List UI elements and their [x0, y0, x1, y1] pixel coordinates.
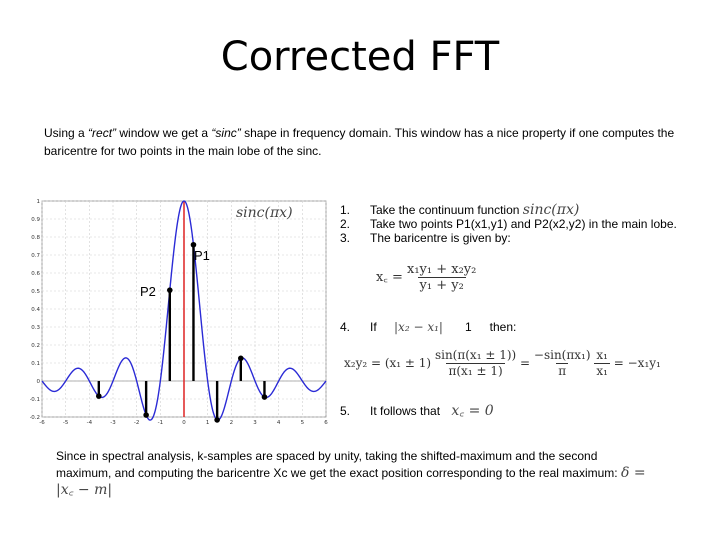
y-tick-label: -0.1 [30, 397, 40, 403]
x-tick-label: 0 [182, 420, 186, 425]
step-1: 1. Take the continuum function sinc(πx) [340, 202, 580, 218]
x-tick-label: -5 [63, 420, 69, 425]
step-5: 5. It follows that x꜀ = 0 [340, 403, 494, 419]
intro-paragraph: Using a “rect” window we get a “sinc” sh… [44, 126, 675, 158]
x-tick-label: 6 [324, 420, 328, 425]
x-tick-label: 5 [301, 420, 305, 425]
p2-label: P2 [140, 284, 156, 299]
centroid-formula: x꜀ = x₁y₁ + x₂y₂ y₁ + y₂ [376, 262, 477, 293]
plot-legend: sinc(πx) [236, 205, 293, 221]
x-tick-label: -2 [134, 420, 139, 425]
x-tick-label: 2 [230, 420, 234, 425]
sample-point [238, 355, 244, 362]
y-tick-label: 1 [37, 199, 41, 205]
y-tick-label: 0.2 [31, 343, 40, 349]
sample-point [190, 241, 197, 248]
step-2: 2. Take two points P1(x1,y1) and P2(x2,y2… [340, 217, 677, 231]
x-tick-label: 4 [277, 420, 281, 425]
x-tick-label: 1 [206, 420, 210, 425]
y-tick-label: 0.8 [31, 235, 40, 241]
sample-point [96, 393, 102, 399]
sample-point [214, 417, 220, 423]
x-tick-label: -1 [158, 420, 163, 425]
x-tick-label: 3 [253, 420, 257, 425]
step-4: 4. If |x₂ − x₁| 1 then: [340, 320, 517, 334]
y-tick-label: 0.6 [31, 271, 40, 277]
sample-point [143, 412, 149, 418]
equation-step4: x₂y₂ = (x₁ ± 1) sin(π(x₁ ± 1)) π(x₁ ± 1) … [344, 348, 661, 378]
y-tick-label: 0.9 [31, 217, 40, 223]
steps-list: 1. Take the continuum function sinc(πx) 2… [340, 203, 677, 245]
x-tick-label: -6 [39, 420, 45, 425]
p1-label: P1 [194, 248, 210, 263]
x-tick-label: -3 [110, 420, 116, 425]
sample-point [167, 287, 173, 293]
y-tick-label: 0.4 [31, 307, 40, 313]
y-tick-label: 0.1 [31, 361, 40, 367]
step-3: 3. The baricentre is given by: [340, 231, 511, 245]
sinc-plot: 1 0.9 0.8 0.7 0.6 0.5 0.4 0.3 0.2 0.1 0 -0.1 -0.2-6 -… [30, 199, 328, 425]
x-tick-label: -4 [87, 420, 93, 425]
y-tick-label: 0 [37, 379, 41, 385]
conclusion-paragraph: Since in spectral analysis, k-samples ar… [56, 449, 646, 498]
y-tick-label: 0.3 [31, 325, 40, 331]
slide-title: Corrected FFT [220, 34, 500, 80]
y-tick-label: 0.5 [31, 289, 40, 295]
sinc-curve [41, 200, 327, 421]
y-tick-label: 0.7 [31, 253, 40, 259]
y-tick-label: -0.2 [30, 415, 40, 421]
sample-point [261, 394, 268, 400]
